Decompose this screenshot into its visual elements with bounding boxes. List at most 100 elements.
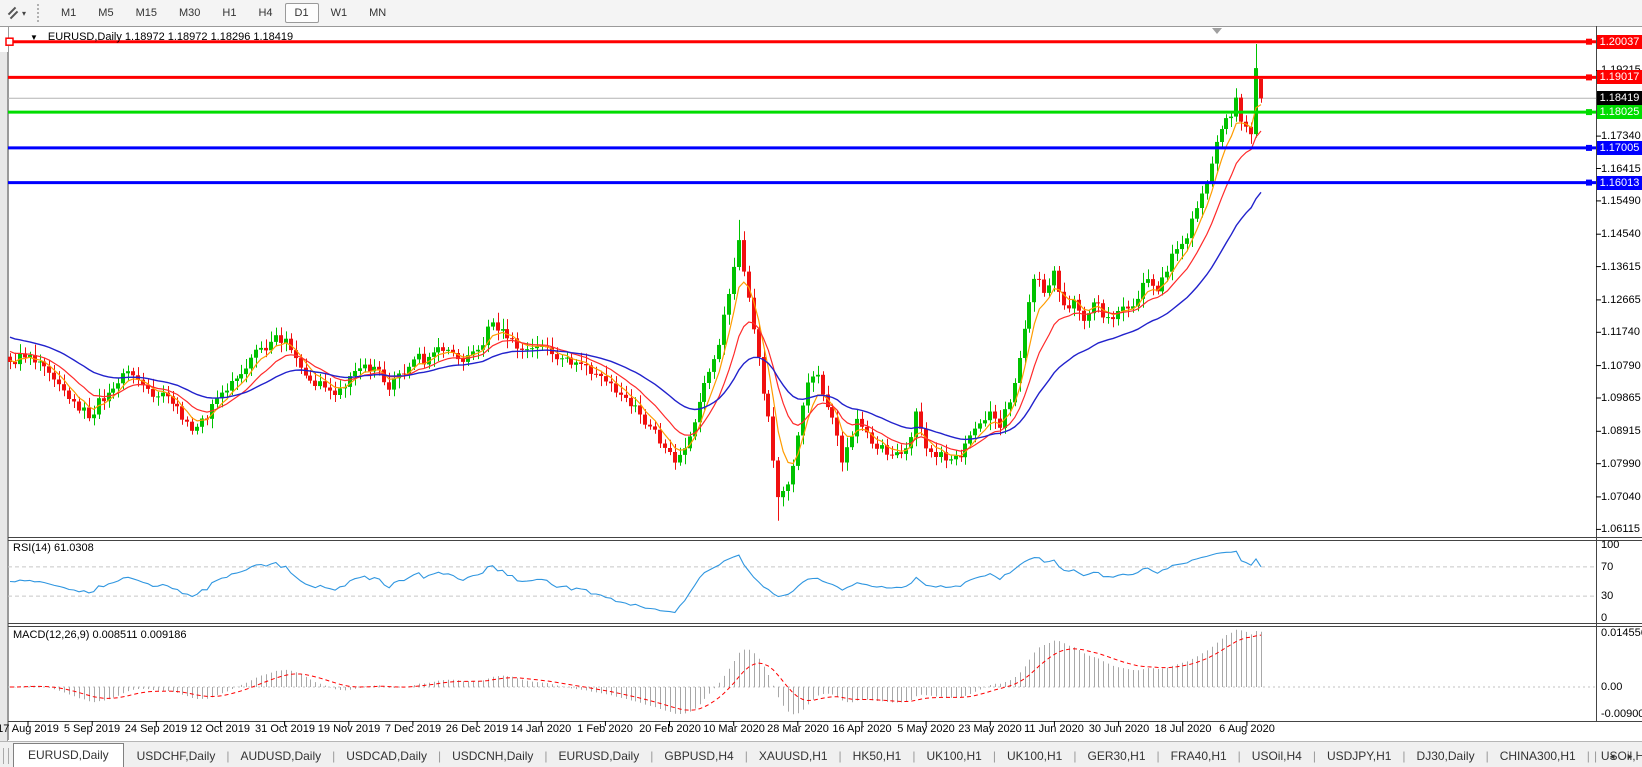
tab-separator: | (1312, 749, 1316, 763)
price-tick: 1.08915 (1601, 425, 1641, 437)
chart-title-text: EURUSD,Daily 1.18972 1.18972 1.18296 1.1… (47, 31, 294, 43)
chart-tab-china300-h1[interactable]: CHINA300,H1 (1499, 749, 1576, 763)
chart-tab-usdjpy-h1[interactable]: USDJPY,H1 (1326, 749, 1392, 763)
chart-tools-button[interactable]: ▾ (3, 4, 29, 22)
timeframe-button-mn[interactable]: MN (369, 7, 387, 19)
date-tick: 18 Jul 2020 (1154, 723, 1212, 735)
price-tick: 1.15490 (1601, 195, 1641, 207)
date-tick: 10 Mar 2020 (703, 723, 765, 735)
rsi-scale-tick: 0 (1601, 612, 1608, 624)
chart-cursor-icon (6, 6, 20, 20)
date-tick: 7 Dec 2019 (384, 723, 442, 735)
rsi-scale-tick: 70 (1601, 561, 1614, 573)
tab-separator: | (437, 749, 442, 763)
date-tick: 17 Aug 2019 (0, 723, 59, 735)
hline-price-label[interactable]: 1.20037 (1597, 35, 1642, 49)
price-tick: 1.06115 (1601, 523, 1640, 535)
hline-price-label[interactable]: 1.18025 (1597, 105, 1642, 119)
rsi-scale-tick: 100 (1601, 539, 1620, 551)
tab-separator: | (1586, 749, 1590, 763)
timeframe-toolbar: ▾ M1 M5 M15 M30 H1 H4 D1 W1 MN (0, 0, 1642, 27)
date-tick: 5 May 2020 (897, 723, 955, 735)
date-tick: 16 Apr 2020 (832, 723, 892, 735)
chart-tab-uk100-h1[interactable]: UK100,H1 (1006, 749, 1063, 763)
price-tick: 1.13615 (1601, 261, 1641, 273)
date-tick: 26 Dec 2019 (445, 723, 509, 735)
chart-tab-usdchf-daily[interactable]: USDCHF,Daily (136, 749, 216, 763)
price-chart-canvas[interactable] (0, 26, 1642, 741)
chart-tab-usoil-h1[interactable]: USOil,H1 (1600, 749, 1642, 763)
timeframe-button-m30[interactable]: M30 (178, 7, 201, 19)
date-tick: 12 Oct 2019 (190, 723, 250, 735)
tab-separator: | (1402, 749, 1406, 763)
date-tick: 5 Sep 2019 (63, 723, 121, 735)
tab-separator: | (544, 749, 548, 763)
chart-tab-gbpusd-h4[interactable]: GBPUSD,H4 (664, 749, 734, 763)
toolbar-grip[interactable] (37, 4, 44, 22)
date-tick: 30 Jun 2020 (1088, 723, 1150, 735)
tab-scroll-left-icon[interactable]: ◄ (1608, 751, 1617, 761)
tab-separator: | (912, 749, 916, 763)
chart-tab-audusd-daily[interactable]: AUDUSD,Daily (240, 749, 322, 763)
tab-scroll-controls: | ◄ ► (1594, 749, 1639, 763)
macd-histogram-and-signal (8, 629, 1596, 715)
hline-price-label[interactable]: 1.19017 (1597, 70, 1642, 84)
chart-tab-xauusd-h1[interactable]: XAUUSD,H1 (758, 749, 828, 763)
chart-tab-fra40-h1[interactable]: FRA40,H1 (1170, 749, 1227, 763)
timeframe-button-d1[interactable]: D1 (284, 3, 319, 23)
macd-scale-tick: 0.014556 (1601, 627, 1642, 639)
date-tick: 20 Feb 2020 (639, 723, 701, 735)
tab-separator: | (1156, 749, 1160, 763)
macd-indicator-label: MACD(12,26,9) 0.008511 0.009186 (13, 629, 187, 641)
date-tick: 11 Jun 2020 (1024, 723, 1084, 735)
chart-menu-caret-icon[interactable]: ▼ (30, 32, 38, 42)
timeframe-button-m5[interactable]: M5 (98, 7, 114, 19)
chart-tab-usdcnh-daily[interactable]: USDCNH,Daily (452, 749, 534, 763)
timeframe-button-h1[interactable]: H1 (222, 7, 237, 19)
tab-scroll-right-icon[interactable]: ► (1626, 751, 1634, 761)
chart-tab-usoil-h4[interactable]: USOil,H4 (1251, 749, 1302, 763)
date-tick: 23 May 2020 (958, 723, 1022, 735)
chart-tab-eurusd-daily[interactable]: EURUSD,Daily (558, 749, 640, 763)
current-price-label: 1.18419 (1597, 91, 1642, 105)
chart-tab-uk100-h1[interactable]: UK100,H1 (926, 749, 982, 763)
tab-separator: | (1594, 749, 1598, 763)
tab-separator: | (226, 749, 230, 763)
chart-tab-usdcad-daily[interactable]: USDCAD,Daily (346, 749, 427, 763)
price-tick: 1.12665 (1601, 294, 1641, 306)
timeframe-buttons: M1 M5 M15 M30 H1 H4 D1 W1 MN (50, 3, 397, 23)
chart-shift-marker-icon (1212, 28, 1222, 34)
timeframe-button-h4[interactable]: H4 (258, 7, 273, 19)
chart-tab-hk50-h1[interactable]: HK50,H1 (852, 749, 902, 763)
chart-window[interactable]: ▼ EURUSD,Daily 1.18972 1.18972 1.18296 1… (0, 26, 1642, 767)
date-tick: 14 Jan 2020 (510, 723, 572, 735)
price-tick: 1.14540 (1601, 228, 1641, 240)
timeframe-button-m1[interactable]: M1 (61, 7, 77, 19)
date-tick: 24 Sep 2019 (124, 723, 188, 735)
tab-separator: | (992, 749, 996, 763)
date-tick: 28 Mar 2020 (767, 723, 829, 735)
tab-separator: | (838, 749, 842, 763)
tab-separator: | (332, 749, 336, 763)
tab-separator: | (1237, 749, 1241, 763)
tabbar-grip[interactable] (3, 748, 9, 764)
price-tick: 1.16415 (1601, 163, 1641, 175)
price-tick: 1.11740 (1601, 326, 1640, 338)
hline-price-label[interactable]: 1.17005 (1597, 141, 1642, 155)
timeframe-button-m15[interactable]: M15 (135, 7, 157, 19)
chart-tab-eurusd-daily[interactable]: EURUSD,Daily (12, 743, 124, 767)
price-tick: 1.10790 (1601, 360, 1641, 372)
dropdown-caret-icon: ▾ (22, 8, 27, 18)
hline-price-label[interactable]: 1.16013 (1597, 176, 1642, 190)
chart-tab-dj30-daily[interactable]: DJ30,Daily (1416, 749, 1475, 763)
date-tick: 1 Feb 2020 (577, 723, 633, 735)
rsi-scale-tick: 30 (1601, 590, 1614, 602)
rsi-line (8, 550, 1596, 614)
price-tick: 1.07990 (1601, 458, 1641, 470)
tab-separator: | (1485, 749, 1489, 763)
tab-separator: | (650, 749, 654, 763)
chart-tab-ger30-h1[interactable]: GER30,H1 (1087, 749, 1146, 763)
timeframe-button-w1[interactable]: W1 (330, 7, 348, 19)
tab-separator: | (744, 749, 748, 763)
